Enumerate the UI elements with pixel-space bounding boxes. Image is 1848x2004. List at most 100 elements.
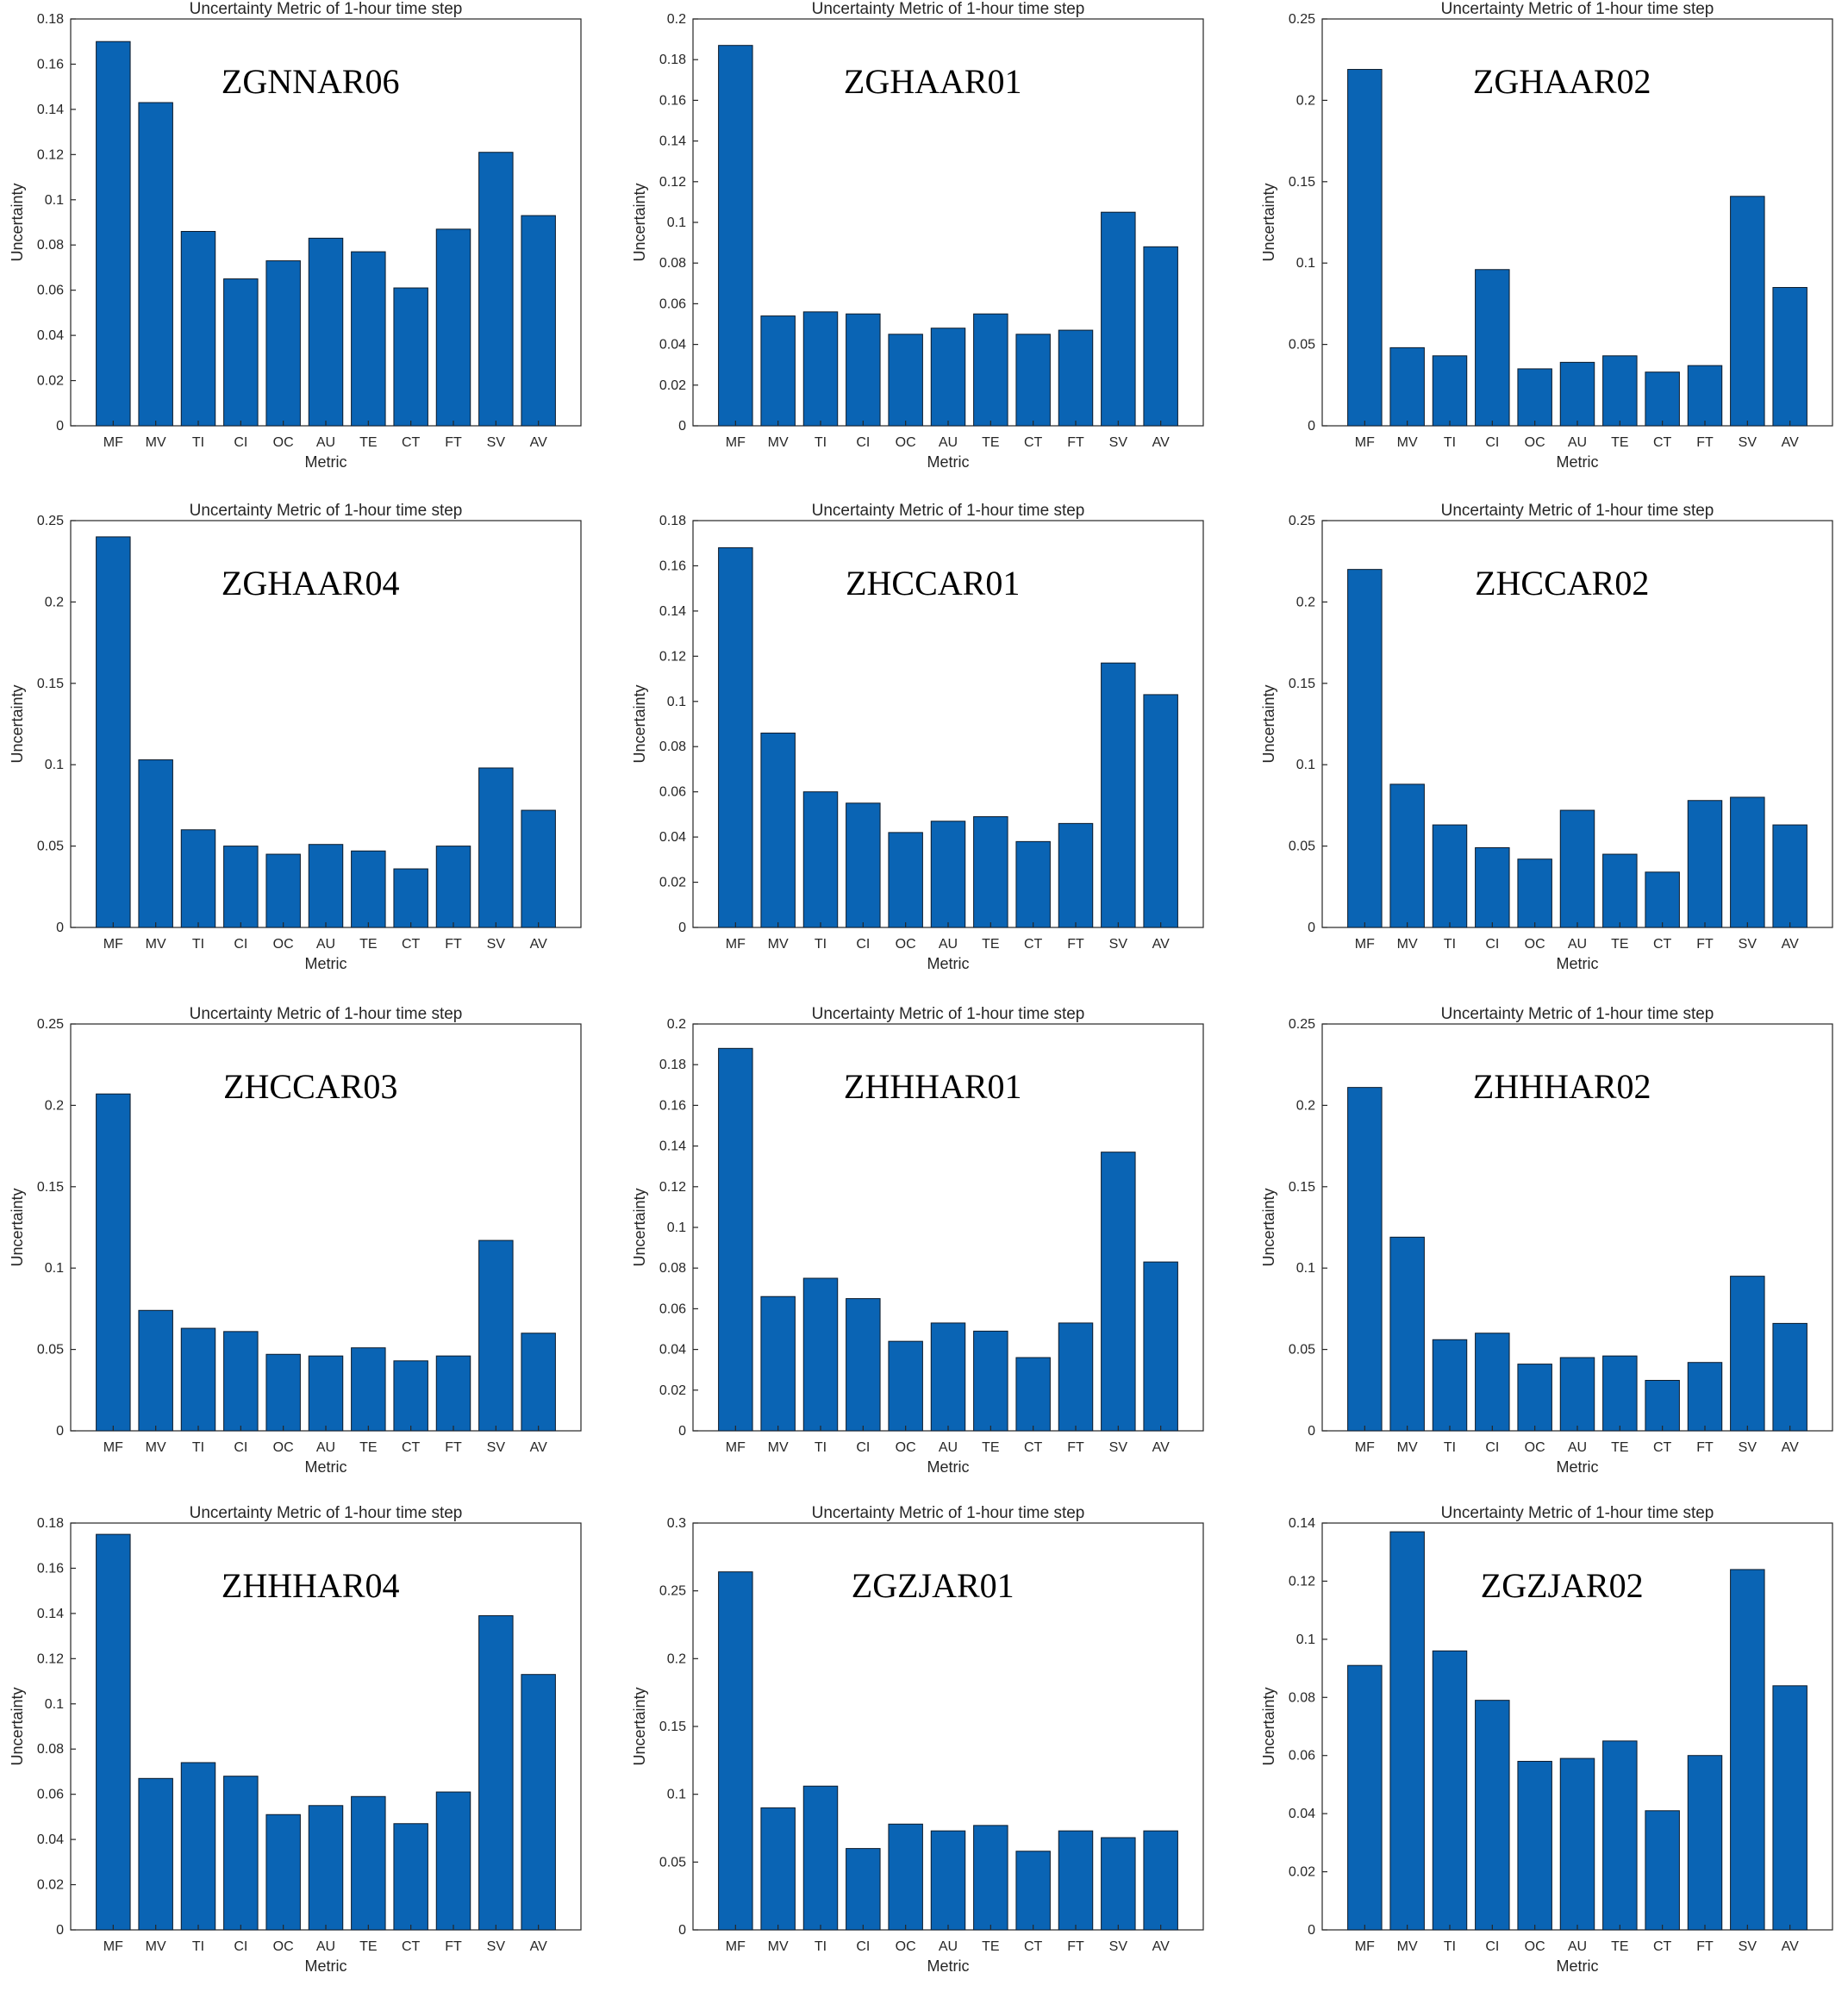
bar-te	[1602, 355, 1638, 427]
x-tick-label: MV	[146, 1440, 166, 1455]
station-label: ZHHHAR02	[1473, 1067, 1651, 1106]
bar-ti	[180, 1762, 216, 1931]
station-label: ZGHAAR04	[222, 564, 400, 602]
bar-ct	[1015, 1851, 1051, 1931]
y-tick-label: 0.08	[37, 238, 64, 253]
x-tick-label: TE	[359, 435, 377, 450]
bar-au	[308, 844, 344, 928]
bar-ft	[1058, 1830, 1094, 1931]
x-tick-label: FT	[1067, 1939, 1084, 1954]
bar-mv	[138, 759, 173, 928]
y-tick-label: 0.2	[667, 12, 686, 27]
x-tick-label: MF	[1355, 435, 1375, 450]
bar-chart: Uncertainty Metric of 1-hour time step 0 0…	[1260, 502, 1833, 972]
bar-mf	[1347, 69, 1383, 427]
y-tick-label: 0	[678, 1424, 686, 1439]
bar-ct	[393, 287, 428, 427]
x-tick-label: TI	[192, 1440, 204, 1455]
x-tick-label: MV	[1397, 937, 1418, 952]
bar-te	[1602, 853, 1638, 928]
bar-ti	[1432, 1339, 1468, 1432]
bar-sv	[1730, 196, 1765, 427]
bar-ct	[393, 1360, 428, 1432]
bar-sv	[1101, 211, 1136, 427]
bar-ti	[802, 311, 839, 427]
y-tick-label: 0.14	[659, 1139, 686, 1154]
bar-sv	[1101, 662, 1136, 928]
chart-title: Uncertainty Metric of 1-hour time step	[812, 502, 1085, 520]
bar-au	[308, 237, 344, 427]
x-tick-label: SV	[1739, 435, 1757, 450]
bar-ti	[802, 1277, 839, 1432]
bar-ft	[1687, 800, 1723, 928]
x-axis-label: Metric	[927, 955, 970, 972]
bar-ci	[1475, 846, 1510, 928]
x-tick-label: CI	[856, 435, 870, 450]
bar-te	[351, 1795, 386, 1931]
bar-av	[1772, 1322, 1807, 1432]
x-tick-label: MV	[768, 937, 789, 952]
bar-mv	[760, 315, 796, 427]
y-tick-label: 0	[1308, 1923, 1315, 1938]
chart-title: Uncertainty Metric of 1-hour time step	[190, 1005, 463, 1023]
bar-oc	[265, 260, 301, 427]
x-tick-label: TE	[982, 937, 999, 952]
x-axis-label: Metric	[1557, 453, 1599, 471]
y-axis-label: Uncertainty	[631, 183, 648, 261]
y-tick-label: 0.2	[667, 1651, 686, 1666]
bar-mv	[138, 102, 173, 427]
bar-ft	[1058, 329, 1094, 427]
bar-ti	[802, 1785, 839, 1931]
x-tick-label: SV	[1739, 1939, 1757, 1954]
y-tick-label: 0.02	[1289, 1865, 1315, 1880]
x-tick-label: AV	[1152, 1939, 1170, 1954]
bar-ci	[846, 313, 881, 427]
x-tick-label: OC	[273, 435, 294, 450]
x-tick-label: MV	[1397, 1939, 1418, 1954]
y-tick-label: 0.18	[37, 1516, 64, 1531]
x-tick-label: CI	[1485, 1939, 1499, 1954]
x-tick-label: FT	[1067, 1440, 1084, 1455]
x-tick-label: AU	[316, 1440, 335, 1455]
x-tick-label: CI	[856, 937, 870, 952]
bar-sv	[1730, 796, 1765, 928]
bar-mv	[1389, 1236, 1425, 1432]
bar-av	[1772, 287, 1807, 427]
x-tick-label: SV	[487, 1939, 506, 1954]
chart-title: Uncertainty Metric of 1-hour time step	[1441, 1005, 1714, 1023]
bar-ct	[1645, 871, 1680, 928]
y-tick-label: 0.05	[37, 1343, 64, 1358]
y-tick-label: 0.04	[37, 328, 64, 343]
x-tick-label: OC	[273, 937, 294, 952]
y-tick-label: 0	[56, 1923, 64, 1938]
y-tick-label: 0.25	[1289, 12, 1315, 27]
y-tick-label: 0.2	[1296, 93, 1315, 108]
bar-ti	[180, 1327, 216, 1432]
y-tick-label: 0.16	[659, 93, 686, 108]
x-tick-label: MV	[146, 435, 166, 450]
y-axis-label: Uncertainty	[631, 1188, 648, 1266]
x-tick-label: MF	[726, 435, 746, 450]
x-tick-label: FT	[1696, 937, 1714, 952]
y-axis-label: Uncertainty	[9, 1687, 26, 1765]
x-axis-label: Metric	[927, 1957, 970, 1975]
bar-ci	[1475, 269, 1510, 427]
bar-te	[351, 1347, 386, 1432]
x-tick-label: OC	[1525, 1440, 1545, 1455]
bar-ft	[1687, 1362, 1723, 1432]
x-tick-label: MV	[1397, 435, 1418, 450]
x-tick-label: CT	[402, 937, 421, 952]
bar-ft	[1687, 1755, 1723, 1931]
x-tick-label: MF	[726, 1939, 746, 1954]
bar-chart: Uncertainty Metric of 1-hour time step 0 0…	[631, 502, 1204, 972]
station-label: ZGNNAR06	[222, 62, 400, 101]
chart-panel-zhccar03: Uncertainty Metric of 1-hour time step 0 0…	[0, 1005, 615, 1505]
bar-mv	[138, 1309, 173, 1432]
bar-oc	[1517, 368, 1552, 427]
bar-chart: Uncertainty Metric of 1-hour time step 0 0…	[1260, 0, 1833, 471]
bar-ci	[846, 802, 881, 928]
bar-ci	[223, 1776, 259, 1931]
x-tick-label: SV	[1109, 435, 1128, 450]
bar-sv	[478, 767, 514, 928]
x-tick-label: AV	[1782, 1440, 1799, 1455]
